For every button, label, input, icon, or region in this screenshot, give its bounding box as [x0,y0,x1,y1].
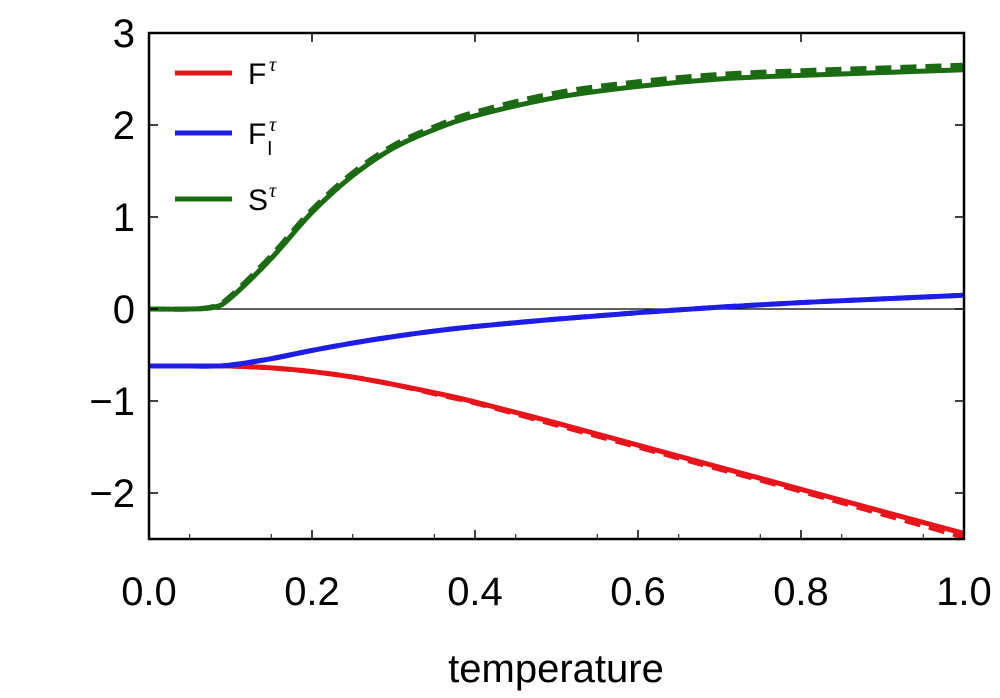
y-tick-label: 2 [113,104,135,148]
x-tick-label: 0.4 [447,570,503,614]
series-line-fi-solid [149,292,964,369]
x-tick-label: 0.0 [121,570,177,614]
legend-subscript: I [267,138,273,160]
series-line-f-dashed [149,363,964,539]
x-tick-label: 0.6 [610,570,666,614]
series-layer [149,62,964,539]
legend-superscript: τ [269,180,277,202]
y-tick-label: −1 [89,380,135,424]
legend-label-s: S [248,184,268,217]
x-tick-label: 1.0 [936,570,992,614]
x-tick-label: 0.2 [284,570,340,614]
y-tick-label: 3 [113,12,135,56]
x-axis-title: temperature [448,647,664,691]
tick-layer: 0.0 0.2 0.4 0.6 0.8 1.0 3 2 1 0 −1 −2 [89,12,991,614]
legend-superscript: τ [269,114,277,136]
y-tick-label: −2 [89,472,135,516]
y-tick-label: 1 [113,196,135,240]
legend-superscript: τ [269,54,277,76]
series-line-f-solid [149,363,964,536]
plot-frame [147,31,966,541]
series-line-s-dashed [149,62,964,312]
x-tick-label: 0.8 [773,570,829,614]
series-line-fi-dashed [149,292,964,369]
y-tick-label: 0 [113,288,135,332]
legend-label-f: F [248,58,266,91]
legend-label-fi: F [248,118,266,151]
